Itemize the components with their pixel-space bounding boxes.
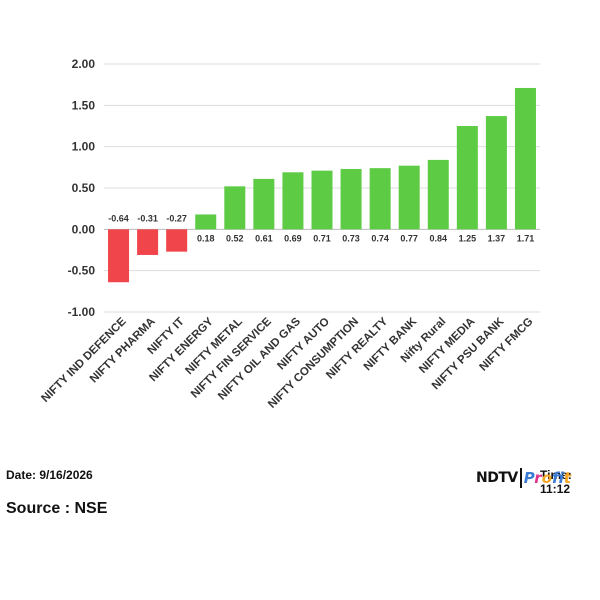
- bar: [224, 186, 246, 230]
- data-labels: -0.64 -0.31 -0.27 0.18 0.52 0.61 0.69 0.71 0.73 0…: [108, 213, 534, 243]
- ndtv-profit-logo: NDTV Profit: [476, 466, 571, 490]
- data-label: 0.71: [313, 233, 331, 243]
- data-label: 1.25: [459, 233, 477, 243]
- bar: [282, 172, 304, 230]
- date-label: Date: 9/16/2026: [6, 468, 93, 482]
- bar: [456, 126, 478, 230]
- y-tick-label: 0.50: [72, 181, 96, 195]
- bar: [166, 229, 188, 252]
- y-tick-label: 0.00: [72, 222, 96, 236]
- data-label: 0.61: [255, 233, 273, 243]
- bar: [369, 168, 391, 230]
- bar: [485, 116, 507, 230]
- data-label: -0.64: [108, 213, 129, 223]
- bar: [195, 214, 217, 230]
- bar: [340, 168, 362, 230]
- data-label: 0.69: [284, 233, 302, 243]
- bar: [398, 165, 420, 230]
- bar: [427, 159, 449, 230]
- source-label: Source : NSE: [6, 500, 108, 517]
- logo-profit-text: Profit: [523, 469, 571, 487]
- y-tick-label: -1.00: [68, 305, 96, 319]
- data-label: -0.31: [137, 213, 158, 223]
- data-label: 0.73: [342, 233, 360, 243]
- data-label: 0.18: [197, 233, 215, 243]
- bar-chart: 2.00 1.50 1.00 0.50 0.00 -0.50 -1.00 -0.64 -0.3…: [39, 57, 540, 411]
- data-label: -0.27: [166, 213, 187, 223]
- y-tick-label: 1.00: [72, 140, 96, 154]
- category-label: NIFTY FMCG: [478, 316, 536, 374]
- y-tick-label: 2.00: [72, 57, 96, 71]
- bar: [108, 229, 130, 283]
- y-tick-label: -0.50: [68, 264, 96, 278]
- data-label: 0.77: [400, 233, 418, 243]
- data-label: 0.74: [371, 233, 389, 243]
- y-axis-ticks: 2.00 1.50 1.00 0.50 0.00 -0.50 -1.00: [68, 57, 96, 319]
- data-label: 0.84: [430, 233, 448, 243]
- data-label: 1.37: [488, 233, 506, 243]
- y-tick-label: 1.50: [72, 98, 96, 112]
- data-label: 0.52: [226, 233, 244, 243]
- bar: [253, 178, 275, 230]
- bars: [108, 87, 536, 283]
- bar: [311, 170, 333, 230]
- data-label: 1.71: [517, 233, 535, 243]
- bar: [514, 87, 536, 230]
- logo-ndtv-text: NDTV: [476, 470, 518, 486]
- time-label: Time: 11:12: [540, 468, 572, 496]
- logo-separator: [519, 468, 522, 488]
- bar: [137, 229, 159, 255]
